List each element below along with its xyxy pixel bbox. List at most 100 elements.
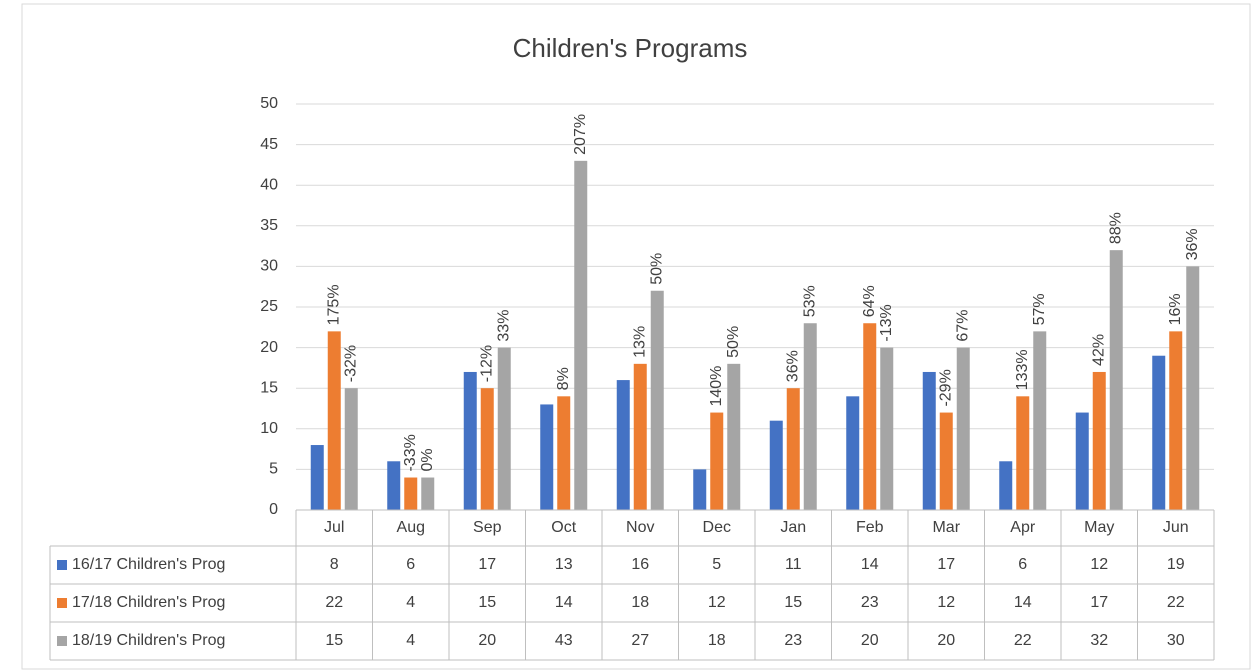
data-label: 42% (1090, 334, 1107, 366)
bar (1016, 396, 1030, 510)
table-cell: 6 (406, 556, 415, 573)
y-tick-label: 50 (260, 95, 278, 112)
table-cell: 23 (861, 594, 879, 611)
table-cell: 14 (861, 556, 879, 573)
x-tick-label: Nov (626, 519, 654, 536)
bar (1169, 331, 1183, 510)
table-cell: 6 (1018, 556, 1027, 573)
table-cell: 8 (330, 556, 339, 573)
bar (999, 461, 1013, 510)
bar (922, 371, 936, 510)
table-cell: 18 (708, 632, 726, 649)
data-label: 88% (1107, 212, 1124, 244)
table-cell: 27 (631, 632, 649, 649)
bar (633, 363, 647, 510)
table-cell: 17 (937, 556, 955, 573)
chart-title: Children's Programs (513, 33, 748, 63)
table-cell: 17 (1090, 594, 1108, 611)
bar (540, 404, 554, 510)
bar (616, 380, 630, 510)
bar (710, 412, 724, 510)
table-cell: 5 (712, 556, 721, 573)
data-label: 140% (708, 366, 725, 407)
data-label: 36% (784, 350, 801, 382)
bar (786, 388, 800, 510)
bar (1152, 355, 1166, 510)
x-tick-label: Jul (324, 519, 344, 536)
bar (939, 412, 953, 510)
bar (463, 371, 477, 510)
bar (769, 420, 783, 510)
bar (650, 290, 664, 510)
data-label: 50% (725, 326, 742, 358)
x-tick-label: Sep (473, 519, 502, 536)
table-cell: 4 (406, 632, 415, 649)
bar (1033, 331, 1047, 510)
table-cell: 4 (406, 594, 415, 611)
table-cell: 17 (478, 556, 496, 573)
bar (557, 396, 571, 510)
legend-label: 18/19 Children's Prog (72, 632, 225, 649)
data-label: 67% (954, 310, 971, 342)
data-label: 207% (572, 114, 589, 155)
bar (1092, 371, 1106, 510)
bar (803, 323, 817, 510)
y-tick-label: 35 (260, 217, 278, 234)
y-tick-label: 5 (269, 461, 278, 478)
y-tick-label: 20 (260, 339, 278, 356)
table-cell: 12 (708, 594, 726, 611)
data-label: 36% (1184, 228, 1201, 260)
x-tick-label: Jun (1163, 519, 1189, 536)
data-label: 64% (861, 285, 878, 317)
y-tick-label: 0 (269, 501, 278, 518)
data-label: 53% (801, 285, 818, 317)
table-cell: 16 (631, 556, 649, 573)
x-tick-label: Oct (551, 519, 576, 536)
table-cell: 12 (937, 594, 955, 611)
bar (846, 396, 860, 510)
legend-label: 17/18 Children's Prog (72, 594, 225, 611)
data-label: 175% (325, 284, 342, 325)
legend-swatch (57, 598, 67, 608)
data-label: -33% (402, 434, 419, 471)
table-cell: 14 (555, 594, 573, 611)
bar (421, 477, 435, 510)
table-cell: 20 (478, 632, 496, 649)
table-cell: 20 (861, 632, 879, 649)
x-tick-label: Feb (856, 519, 884, 536)
table-cell: 20 (937, 632, 955, 649)
y-tick-label: 10 (260, 420, 278, 437)
table-cell: 43 (555, 632, 573, 649)
bar (574, 160, 588, 510)
table-cell: 23 (784, 632, 802, 649)
data-label: -32% (342, 345, 359, 382)
table-cell: 11 (785, 556, 802, 573)
bar (956, 347, 970, 510)
bar (1186, 266, 1200, 510)
x-tick-label: Jan (780, 519, 806, 536)
x-tick-label: May (1084, 519, 1114, 536)
table-cell: 22 (1014, 632, 1032, 649)
x-tick-label: Apr (1010, 519, 1036, 536)
bar (480, 388, 494, 510)
bar (693, 469, 707, 510)
table-cell: 19 (1167, 556, 1185, 573)
y-tick-label: 45 (260, 136, 278, 153)
bar (404, 477, 418, 510)
bar (1075, 412, 1089, 510)
table-cell: 18 (631, 594, 649, 611)
data-label: -13% (878, 304, 895, 341)
data-label: -12% (478, 345, 495, 382)
data-label: 8% (555, 367, 572, 390)
data-label: 50% (648, 253, 665, 285)
data-label: 16% (1167, 293, 1184, 325)
bar (327, 331, 341, 510)
table-cell: 14 (1014, 594, 1032, 611)
legend-swatch (57, 560, 67, 570)
table-cell: 22 (325, 594, 343, 611)
data-label: 0% (419, 448, 436, 471)
data-label: -29% (937, 369, 954, 406)
table-cell: 15 (478, 594, 496, 611)
table-cell: 13 (555, 556, 573, 573)
